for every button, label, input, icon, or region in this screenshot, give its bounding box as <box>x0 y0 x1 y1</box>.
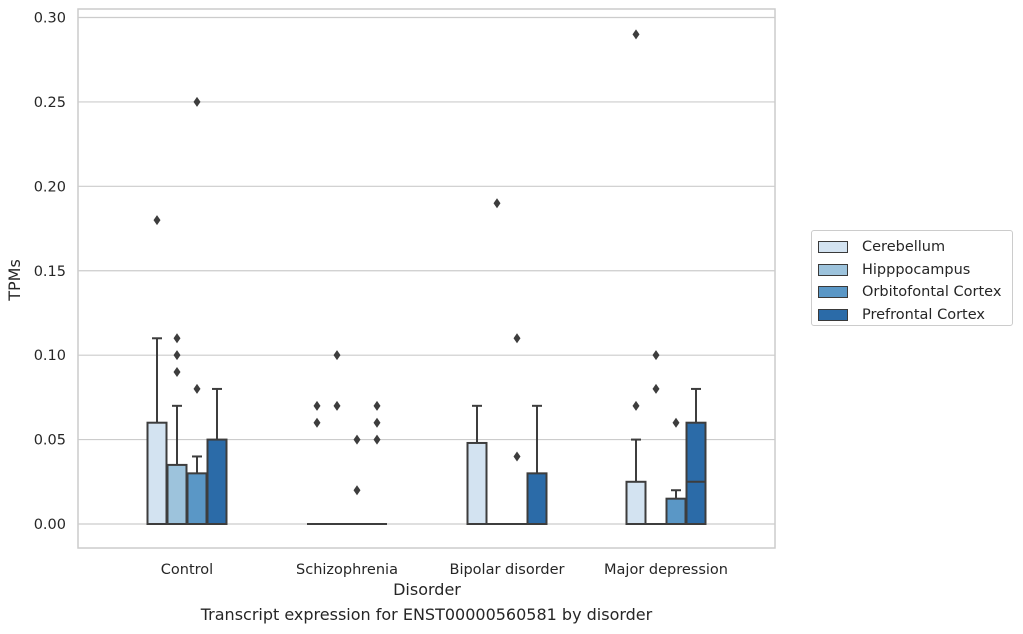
y-tick-labels: 0.00 0.05 0.10 0.15 0.20 0.25 0.30 <box>34 11 66 534</box>
y-axis-label: TPMs <box>5 259 24 302</box>
box-prefrontal-cortex <box>206 387 228 526</box>
x-axis-label: Disorder <box>393 580 461 599</box>
y-tick-label: 0.20 <box>34 179 66 195</box>
legend-item-cerebellum: Cerebellum <box>818 236 1012 259</box>
legend-swatch-cerebellum <box>818 241 848 254</box>
legend-label: Prefrontal Cortex <box>862 306 985 323</box>
gridlines <box>78 16 775 525</box>
outlier-point <box>652 383 660 394</box>
outlier-point <box>373 434 381 445</box>
x-tick-label: Control <box>161 562 213 578</box>
outlier-point <box>193 383 201 394</box>
outlier-point <box>672 417 680 428</box>
figure-caption: Transcript expression for ENST0000056058… <box>200 605 653 624</box>
outlier-point <box>632 29 640 40</box>
box-rect <box>466 441 488 525</box>
plot-frame <box>77 8 776 549</box>
outlier-point <box>193 96 201 107</box>
box-orbitofontal-cortex <box>186 455 208 526</box>
outlier-point <box>333 350 341 361</box>
outlier-point <box>513 333 521 344</box>
outlier-point <box>353 434 361 445</box>
legend-item-hippocampus: Hipppocampus <box>818 259 1012 282</box>
box-cerebellum <box>466 404 488 525</box>
outlier-point <box>373 400 381 411</box>
legend-swatch-hippocampus <box>818 263 848 276</box>
outlier-point <box>373 417 381 428</box>
box-rect <box>166 463 188 525</box>
outlier-point <box>493 198 501 209</box>
box-prefrontal-cortex <box>526 404 548 526</box>
legend-label: Cerebellum <box>862 239 946 256</box>
outlier-point <box>632 400 640 411</box>
outlier-point <box>652 350 660 361</box>
box-rect <box>526 472 548 526</box>
legend-label: Hipppocampus <box>862 261 971 278</box>
box-prefrontal-cortex <box>685 387 707 526</box>
outlier-point <box>153 215 161 226</box>
x-tick-labels: Control Schizophrenia Bipolar disorder Majo… <box>161 562 728 578</box>
y-tick-label: 0.05 <box>34 433 66 449</box>
y-tick-label: 0.10 <box>34 348 66 364</box>
box-rect <box>146 421 168 526</box>
outlier-points <box>153 29 680 496</box>
box-rect <box>685 421 707 526</box>
box-cerebellum <box>625 438 647 525</box>
legend-swatch-prefrontal <box>818 308 848 321</box>
outlier-point <box>513 451 521 462</box>
legend-item-prefrontal: Prefrontal Cortex <box>818 304 1012 327</box>
box-rect <box>206 438 228 526</box>
box-orbitofontal-cortex <box>665 489 687 525</box>
box-cerebellum <box>146 337 168 526</box>
legend-item-orbitofrontal: Orbitofontal Cortex <box>818 281 1012 304</box>
box-rect <box>186 472 208 526</box>
legend-label: Orbitofontal Cortex <box>862 284 1002 301</box>
y-tick-label: 0.30 <box>34 11 66 27</box>
legend-swatch-orbitofrontal <box>818 286 848 299</box>
legend: Cerebellum Hipppocampus Orbitofontal Cor… <box>811 230 1013 326</box>
outlier-point <box>173 350 181 361</box>
y-tick-label: 0.15 <box>34 264 66 280</box>
box-rect <box>665 497 687 525</box>
outlier-point <box>173 333 181 344</box>
y-tick-label: 0.00 <box>34 517 66 533</box>
box-groups <box>146 337 707 526</box>
x-tick-label: Major depression <box>604 562 728 578</box>
outlier-point <box>333 400 341 411</box>
outlier-point <box>353 485 361 496</box>
box-rect <box>625 480 647 525</box>
outlier-point <box>313 400 321 411</box>
y-tick-label: 0.25 <box>34 95 66 111</box>
box-hipppocampus <box>166 404 188 525</box>
x-tick-label: Schizophrenia <box>296 562 398 578</box>
outlier-point <box>313 417 321 428</box>
x-tick-label: Bipolar disorder <box>450 562 565 578</box>
outlier-point <box>173 367 181 378</box>
